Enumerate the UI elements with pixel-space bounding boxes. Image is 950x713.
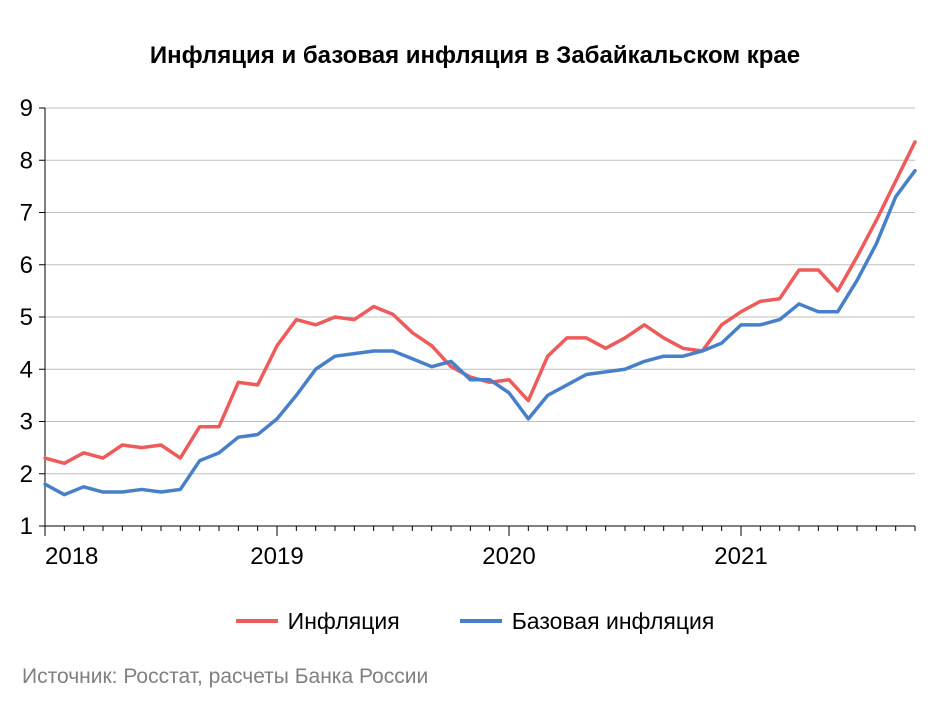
y-tick-label: 6: [20, 252, 33, 279]
series-line: [45, 171, 915, 495]
x-tick-label: 2021: [714, 543, 767, 570]
legend-swatch: [460, 619, 502, 623]
y-tick-label: 2: [20, 461, 33, 488]
y-tick-label: 8: [20, 147, 33, 174]
y-tick-label: 3: [20, 409, 33, 436]
y-tick-label: 1: [20, 513, 33, 540]
source-note: Источник: Росстат, расчеты Банка России: [22, 665, 428, 689]
y-tick-label: 9: [20, 95, 33, 122]
legend-item: Базовая инфляция: [460, 608, 715, 635]
x-tick-label: 2019: [250, 543, 303, 570]
legend-label: Базовая инфляция: [512, 608, 715, 635]
x-tick-label: 2020: [482, 543, 535, 570]
legend-swatch: [236, 619, 278, 623]
y-tick-label: 4: [20, 356, 33, 383]
legend-label: Инфляция: [288, 608, 400, 635]
y-tick-label: 7: [20, 200, 33, 227]
x-tick-label: 2018: [45, 543, 98, 570]
chart-container: Инфляция и базовая инфляция в Забайкальс…: [0, 0, 950, 713]
legend: Инфляция Базовая инфляция: [0, 602, 950, 635]
legend-item: Инфляция: [236, 608, 400, 635]
series-line: [45, 142, 915, 463]
y-tick-label: 5: [20, 304, 33, 331]
